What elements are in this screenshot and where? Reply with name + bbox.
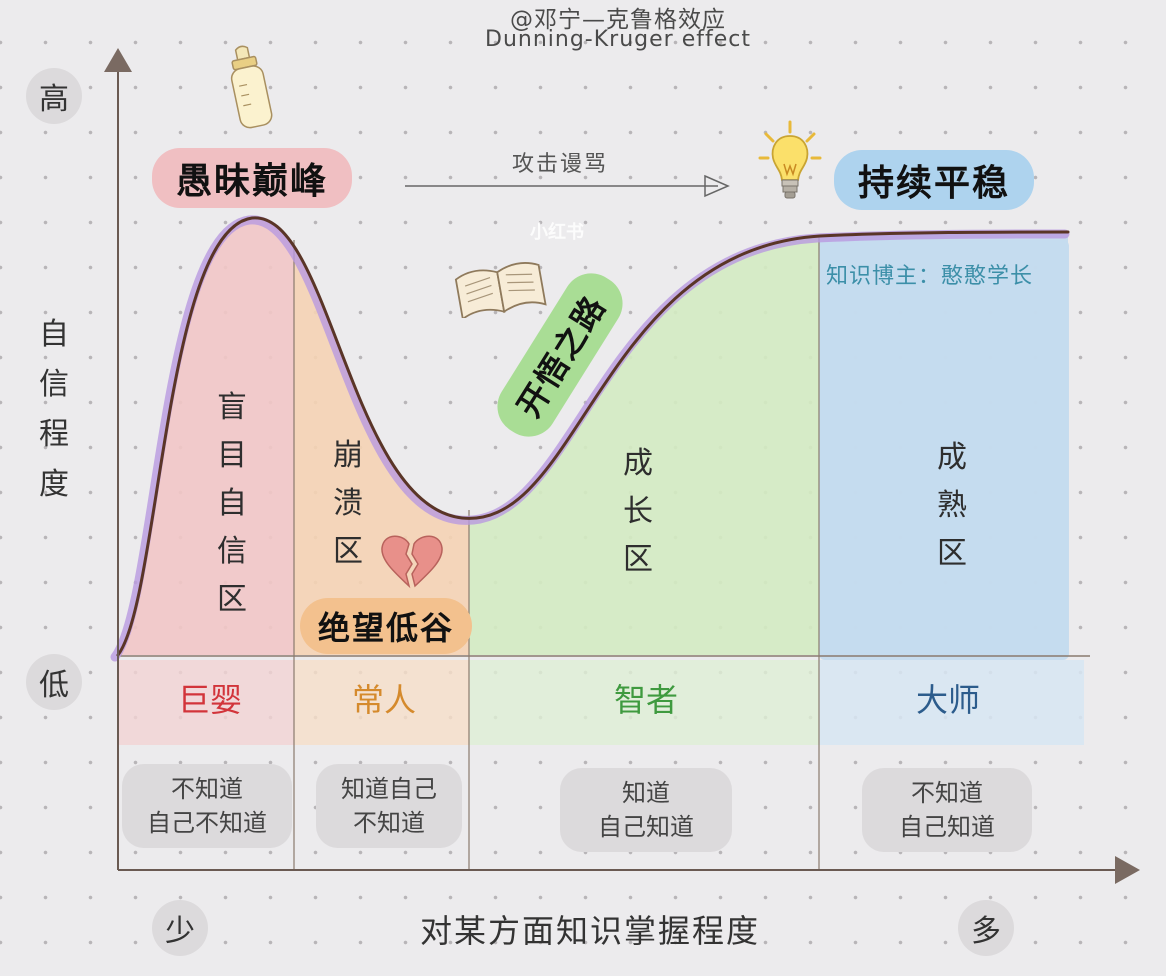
zone-char: 目 <box>217 438 247 473</box>
y-high-label: 高 <box>26 68 82 124</box>
role-ordinary: 常人 <box>351 681 416 719</box>
y-axis-char: 自 <box>39 317 69 352</box>
zone-char: 盲 <box>217 390 247 425</box>
plateau-label: 持续平稳 <box>834 150 1034 210</box>
band-green <box>469 660 819 745</box>
baby-bottle-icon <box>230 45 273 129</box>
zone-char: 区 <box>623 542 653 577</box>
y-axis-title: 自 信 程 度 <box>34 310 74 510</box>
zone-label-blind: 盲 目 自 信 区 <box>212 384 252 624</box>
y-axis-char: 度 <box>39 467 69 502</box>
zone-char: 长 <box>623 494 653 529</box>
knowledge-box-2: 知道自己 不知道 <box>316 764 462 848</box>
zone-char: 区 <box>217 582 247 617</box>
peak-label: 愚昧巅峰 <box>152 148 352 208</box>
zone-bg-blue-upper <box>819 240 1069 660</box>
knowledge-line: 自己知道 <box>899 813 995 841</box>
zone-label-collapse: 崩 溃 区 <box>328 432 368 576</box>
zone-char: 区 <box>937 536 967 571</box>
role-master: 大师 <box>915 681 980 719</box>
zone-char: 崩 <box>333 438 363 473</box>
zone-char: 信 <box>217 534 247 569</box>
attack-arrow-text: 攻击谩骂 <box>512 152 609 177</box>
knowledge-box-3: 知道 自己知道 <box>560 768 732 852</box>
knowledge-line: 自己知道 <box>598 813 694 841</box>
zone-label-growth: 成 长 区 <box>618 440 658 584</box>
zone-char: 成 <box>937 440 967 475</box>
x-high-label: 多 <box>958 900 1014 956</box>
knowledge-line: 知道 <box>622 779 670 807</box>
broken-heart-icon <box>381 535 443 589</box>
lightbulb-icon <box>758 120 822 199</box>
y-axis-arrow <box>104 48 132 72</box>
x-low-label: 少 <box>152 900 208 956</box>
knowledge-line: 知道自己 <box>341 775 437 803</box>
knowledge-line: 不知道 <box>911 779 983 807</box>
header-title: @邓宁—克鲁格效应 <box>510 7 726 33</box>
y-axis-char: 程 <box>39 417 69 452</box>
knowledge-box-4: 不知道 自己知道 <box>862 768 1032 852</box>
watermark: 小红书 <box>530 222 584 243</box>
band-blue <box>819 660 1084 745</box>
knowledge-line: 自己不知道 <box>147 809 267 837</box>
knowledge-line: 不知道 <box>353 809 425 837</box>
zone-char: 成 <box>623 446 653 481</box>
curve-glow <box>110 215 1070 662</box>
attack-arrow-head <box>704 174 730 198</box>
band-peach <box>294 660 469 745</box>
author-credit: 知识博主：憨憨学长 <box>826 264 1034 289</box>
valley-label: 绝望低谷 <box>300 598 472 654</box>
header-subtitle: Dunning-Kruger effect <box>485 27 751 52</box>
knowledge-line: 不知道 <box>171 775 243 803</box>
role-giant-baby: 巨婴 <box>177 681 242 719</box>
y-axis-char: 信 <box>39 367 69 402</box>
confidence-curve <box>116 216 1070 657</box>
x-axis-arrow <box>1115 856 1140 884</box>
band-pink <box>118 660 294 745</box>
open-book-icon <box>454 262 547 318</box>
role-wise: 智者 <box>613 681 678 719</box>
y-low-label: 低 <box>26 654 82 710</box>
zone-char: 自 <box>217 486 247 521</box>
zone-char: 区 <box>333 534 363 569</box>
zone-char: 溃 <box>333 486 363 521</box>
knowledge-box-1: 不知道 自己不知道 <box>122 764 292 848</box>
x-axis-title: 对某方面知识掌握程度 <box>419 912 760 950</box>
zone-char: 熟 <box>937 488 967 523</box>
zone-label-mature: 成 熟 区 <box>932 434 972 578</box>
